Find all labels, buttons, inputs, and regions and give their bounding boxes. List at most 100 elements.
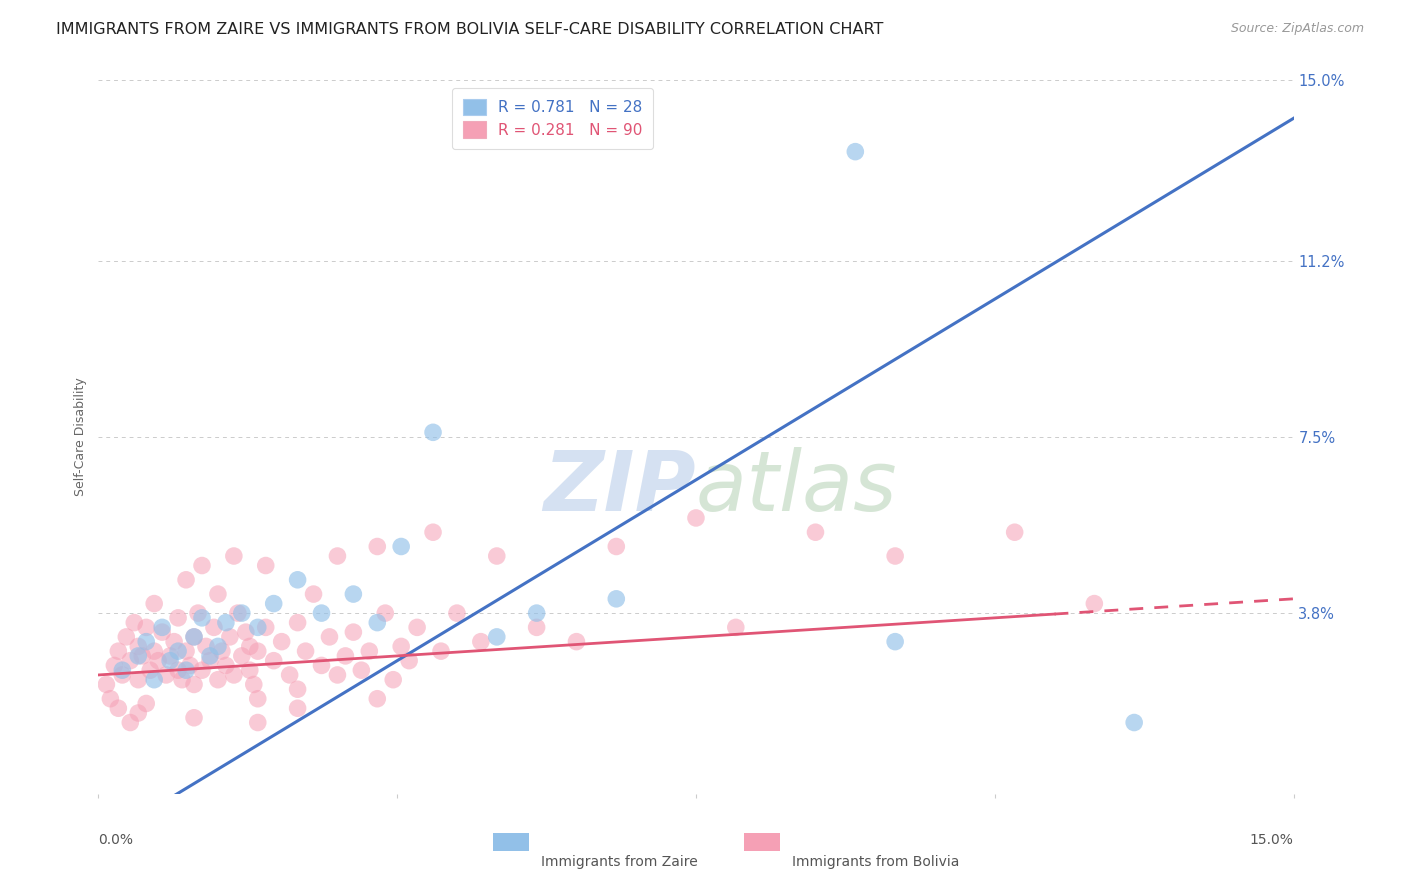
- Point: [143, 673, 166, 687]
- Point: [263, 654, 285, 668]
- Point: [127, 648, 149, 663]
- Point: [111, 668, 134, 682]
- Bar: [744, 833, 780, 851]
- Point: [389, 540, 412, 554]
- Point: [287, 573, 309, 587]
- Point: [127, 640, 149, 654]
- Point: [135, 620, 157, 634]
- Point: [254, 620, 277, 634]
- Point: [207, 587, 229, 601]
- Point: [148, 654, 170, 668]
- Point: [179, 658, 201, 673]
- Point: [246, 691, 269, 706]
- Point: [318, 630, 340, 644]
- Point: [565, 634, 588, 648]
- Point: [159, 654, 181, 668]
- Text: IMMIGRANTS FROM ZAIRE VS IMMIGRANTS FROM BOLIVIA SELF-CARE DISABILITY CORRELATIO: IMMIGRANTS FROM ZAIRE VS IMMIGRANTS FROM…: [56, 22, 883, 37]
- Point: [263, 597, 285, 611]
- Point: [163, 634, 186, 648]
- Point: [884, 634, 907, 648]
- Point: [174, 644, 197, 658]
- Point: [844, 145, 866, 159]
- Point: [131, 648, 153, 663]
- Point: [239, 663, 262, 677]
- Point: [366, 540, 388, 554]
- Point: [246, 715, 269, 730]
- Point: [150, 620, 173, 634]
- Point: [287, 615, 309, 630]
- Point: [127, 706, 149, 720]
- Point: [350, 663, 373, 677]
- Point: [222, 668, 245, 682]
- Point: [294, 644, 316, 658]
- Point: [120, 654, 142, 668]
- Point: [254, 558, 277, 573]
- Point: [342, 625, 364, 640]
- Bar: [494, 833, 529, 851]
- Point: [359, 644, 381, 658]
- Point: [191, 558, 214, 573]
- Point: [884, 549, 907, 563]
- Point: [124, 615, 146, 630]
- Point: [96, 677, 118, 691]
- Point: [219, 630, 242, 644]
- Point: [366, 615, 388, 630]
- Point: [398, 654, 420, 668]
- Point: [143, 644, 166, 658]
- Point: [191, 611, 214, 625]
- Point: [485, 549, 508, 563]
- Point: [172, 673, 194, 687]
- Point: [430, 644, 453, 658]
- Point: [159, 648, 181, 663]
- Point: [302, 587, 325, 601]
- Point: [120, 715, 142, 730]
- Text: 15.0%: 15.0%: [1250, 833, 1294, 847]
- Point: [191, 663, 214, 677]
- Point: [183, 630, 205, 644]
- Point: [143, 597, 166, 611]
- Point: [150, 625, 173, 640]
- Point: [1083, 597, 1105, 611]
- Point: [311, 606, 333, 620]
- Point: [226, 606, 249, 620]
- Point: [98, 691, 122, 706]
- Point: [115, 630, 138, 644]
- Point: [111, 663, 134, 677]
- Point: [167, 644, 190, 658]
- Point: [107, 644, 129, 658]
- Point: [107, 701, 129, 715]
- Point: [526, 620, 548, 634]
- Point: [187, 606, 209, 620]
- Point: [446, 606, 468, 620]
- Point: [139, 663, 162, 677]
- Point: [135, 634, 157, 648]
- Point: [239, 640, 262, 654]
- Point: [167, 611, 190, 625]
- Point: [246, 644, 269, 658]
- Point: [215, 658, 238, 673]
- Point: [526, 606, 548, 620]
- Point: [103, 658, 125, 673]
- Point: [422, 425, 444, 440]
- Point: [326, 549, 349, 563]
- Point: [342, 587, 364, 601]
- Point: [278, 668, 301, 682]
- Point: [270, 634, 292, 648]
- Point: [174, 573, 197, 587]
- Point: [207, 640, 229, 654]
- Point: [287, 682, 309, 697]
- Point: [470, 634, 492, 648]
- Point: [235, 625, 257, 640]
- Point: [183, 711, 205, 725]
- Point: [207, 673, 229, 687]
- Point: [215, 615, 238, 630]
- Point: [1123, 715, 1146, 730]
- Point: [374, 606, 396, 620]
- Point: [127, 673, 149, 687]
- Point: [202, 620, 225, 634]
- Point: [605, 540, 627, 554]
- Legend: R = 0.781   N = 28, R = 0.281   N = 90: R = 0.781 N = 28, R = 0.281 N = 90: [453, 88, 652, 149]
- Point: [231, 606, 253, 620]
- Point: [605, 591, 627, 606]
- Text: Source: ZipAtlas.com: Source: ZipAtlas.com: [1230, 22, 1364, 36]
